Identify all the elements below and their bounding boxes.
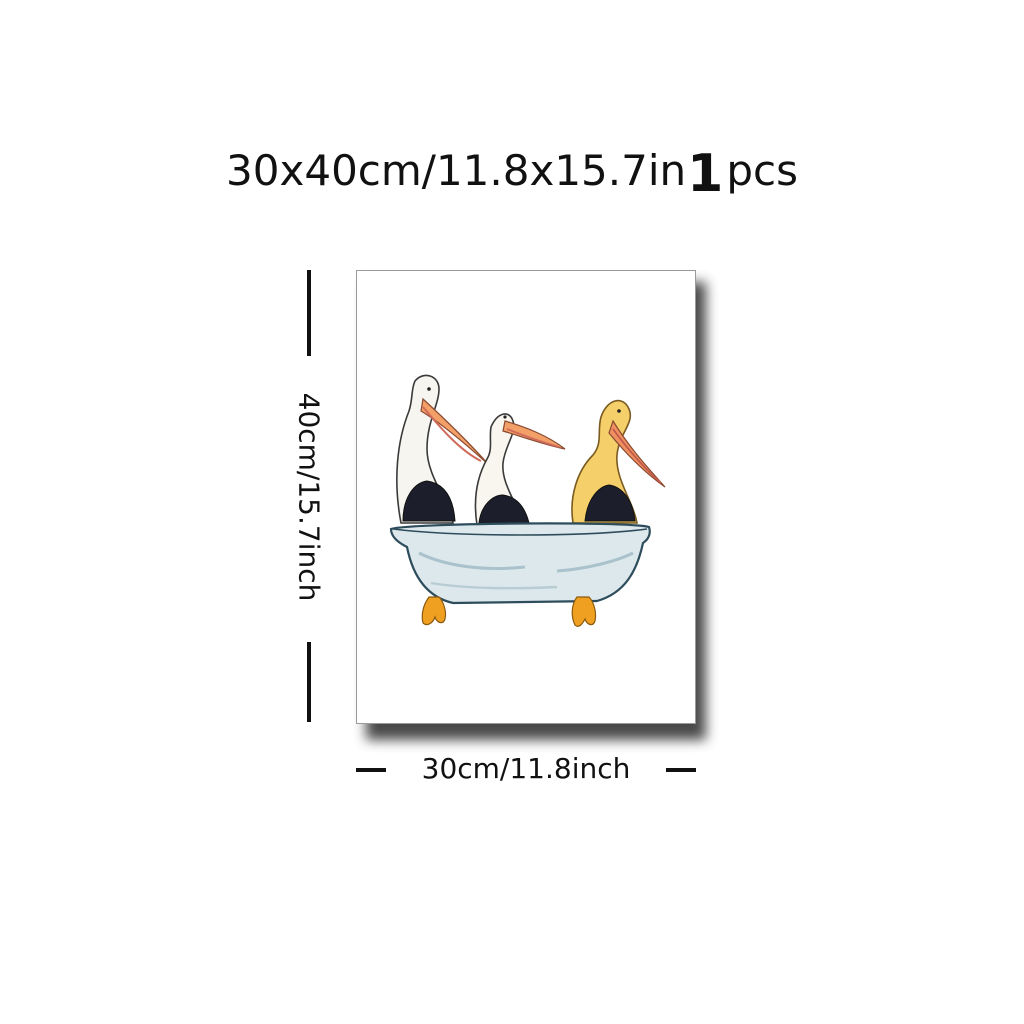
pelicans-in-bathtub-icon — [389, 374, 666, 627]
pelican-right — [571, 399, 666, 524]
width-dimension-label: 30cm/11.8inch — [421, 752, 631, 785]
width-dimension-dash-right — [666, 768, 696, 772]
height-dimension-line-bottom — [307, 642, 311, 722]
quantity-unit: pcs — [726, 146, 798, 195]
bathtub — [389, 522, 651, 627]
pelican-middle — [474, 413, 566, 526]
canvas-print — [356, 270, 696, 724]
quantity-number: 1 — [687, 144, 724, 204]
height-dimension-line-top — [307, 270, 311, 356]
size-text: 30x40cm/11.8x15.7in — [226, 146, 687, 195]
width-dimension-dash-left — [356, 768, 386, 772]
pelican-left — [396, 374, 490, 524]
product-size-title: 30x40cm/11.8x15.7in1pcs — [0, 138, 1024, 204]
height-dimension-label: 40cm/15.7inch — [292, 392, 326, 602]
